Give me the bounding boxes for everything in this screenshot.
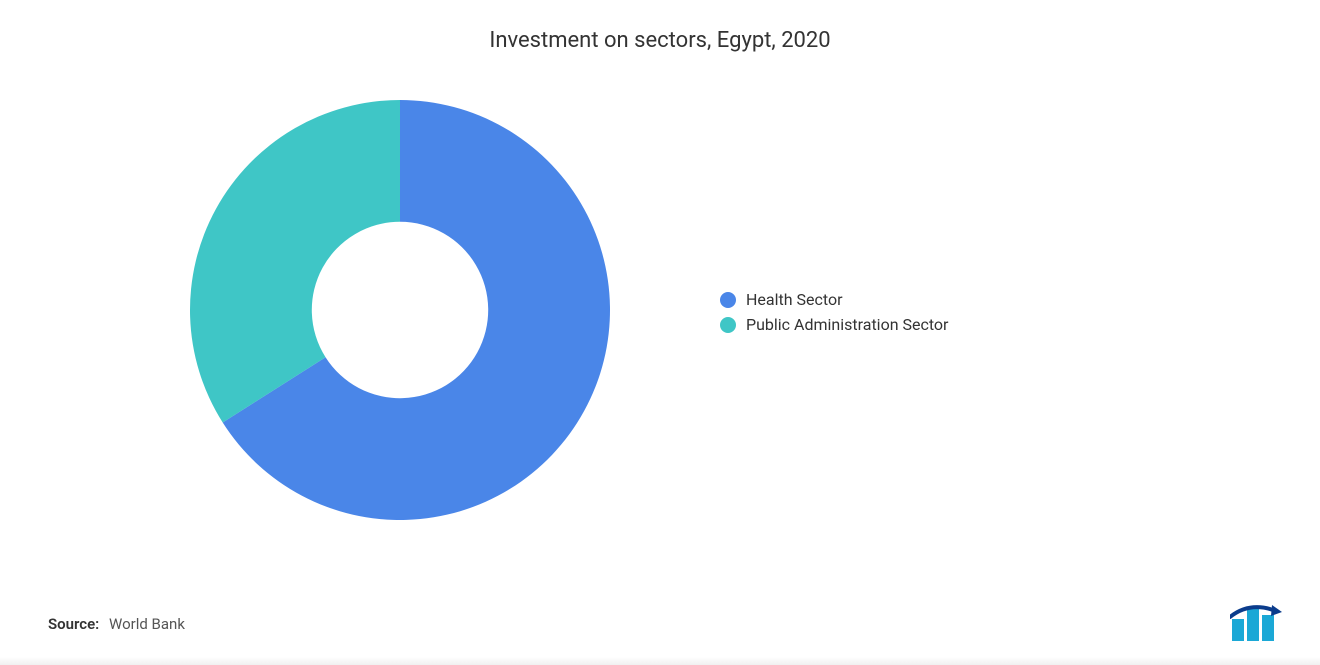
- legend-label: Public Administration Sector: [746, 315, 948, 334]
- bottom-shadow: [0, 657, 1320, 665]
- chart-legend: Health Sector Public Administration Secto…: [720, 290, 948, 340]
- donut-slice: [190, 100, 400, 423]
- brand-logo: [1230, 601, 1290, 645]
- chart-title: Investment on sectors, Egypt, 2020: [0, 0, 1320, 53]
- donut-svg: [180, 90, 620, 530]
- legend-swatch: [720, 292, 736, 308]
- legend-item: Health Sector: [720, 290, 948, 309]
- source-value: World Bank: [109, 615, 185, 633]
- legend-label: Health Sector: [746, 290, 843, 309]
- legend-item: Public Administration Sector: [720, 315, 948, 334]
- legend-swatch: [720, 317, 736, 333]
- brand-logo-svg: [1230, 601, 1290, 645]
- source-line: Source: World Bank: [48, 615, 185, 633]
- source-label: Source:: [48, 615, 99, 633]
- donut-chart: [180, 90, 620, 530]
